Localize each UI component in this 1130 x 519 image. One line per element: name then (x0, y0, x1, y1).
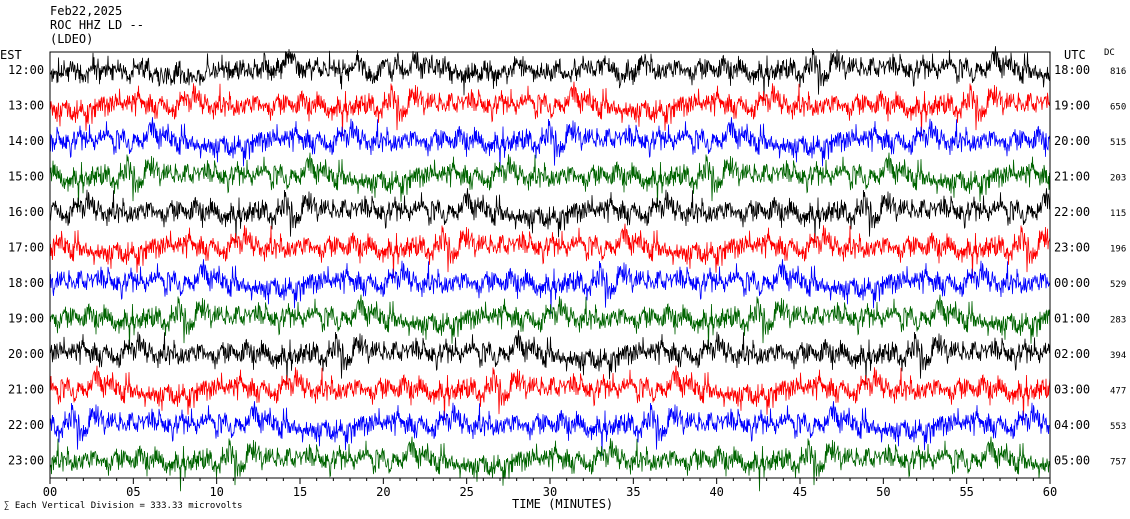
row-utc-label: 23:00 (1054, 240, 1090, 254)
row-utc-label: 22:00 (1054, 205, 1090, 219)
trace-row-1800 (49, 259, 1051, 314)
x-tick-label-55: 55 (959, 485, 973, 499)
row-est-label: 16:00 (8, 205, 44, 219)
row-dc-label: 115 (1110, 209, 1126, 219)
row-utc-label: 05:00 (1054, 453, 1090, 467)
x-tick-label-30: 30 (543, 485, 557, 499)
x-tick-label-15: 15 (293, 485, 307, 499)
footer-icon: ∑ (4, 501, 10, 511)
trace-row-1700 (49, 223, 1051, 279)
trace-row-2100 (49, 365, 1051, 421)
row-est-label: 23:00 (8, 453, 44, 467)
left-timezone-label: EST (0, 48, 22, 62)
dc-header: DC (1104, 48, 1115, 58)
row-utc-label: 03:00 (1054, 382, 1090, 396)
chart-network: (LDEO) (50, 32, 94, 46)
trace-row-1200 (49, 46, 1051, 101)
row-est-label: 21:00 (8, 382, 44, 396)
row-est-label: 19:00 (8, 311, 44, 325)
row-dc-label: 650 (1110, 102, 1126, 112)
row-est-label: 18:00 (8, 276, 44, 290)
trace-row-1900 (49, 294, 1051, 350)
row-dc-label: 515 (1110, 138, 1126, 148)
row-utc-label: 00:00 (1054, 276, 1090, 290)
row-utc-label: 04:00 (1054, 418, 1090, 432)
plot-frame (49, 51, 1051, 479)
x-tick-label-60: 60 (1043, 485, 1057, 499)
row-utc-label: 19:00 (1054, 98, 1090, 112)
row-est-label: 15:00 (8, 169, 44, 183)
trace-row-1300 (49, 81, 1051, 137)
row-dc-label: 196 (1110, 244, 1126, 254)
trace-row-2200 (49, 401, 1051, 456)
trace-row-2300 (49, 436, 1051, 492)
trace-row-1400 (49, 117, 1051, 172)
row-est-label: 12:00 (8, 63, 44, 77)
row-est-label: 13:00 (8, 98, 44, 112)
row-est-label: 17:00 (8, 240, 44, 254)
x-tick-label-45: 45 (793, 485, 807, 499)
x-tick-label-00: 00 (43, 485, 57, 499)
row-dc-label: 816 (1110, 67, 1126, 77)
row-dc-label: 553 (1110, 422, 1126, 432)
x-tick-label-50: 50 (876, 485, 890, 499)
chart-station: ROC HHZ LD -- (50, 18, 144, 32)
row-dc-label: 394 (1110, 351, 1126, 361)
trace-row-2000 (49, 330, 1051, 385)
x-tick-label-20: 20 (376, 485, 390, 499)
vertical-division-note: ∑ Each Vertical Division = 333.33 microv… (4, 501, 242, 511)
row-dc-label: 477 (1110, 386, 1126, 396)
right-timezone-label: UTC (1064, 48, 1086, 62)
x-tick-label-40: 40 (709, 485, 723, 499)
row-utc-label: 21:00 (1054, 169, 1090, 183)
x-tick-label-05: 05 (126, 485, 140, 499)
row-utc-label: 18:00 (1054, 63, 1090, 77)
row-utc-label: 01:00 (1054, 311, 1090, 325)
x-axis-label: TIME (MINUTES) (512, 497, 614, 511)
trace-row-1500 (49, 152, 1051, 208)
row-utc-label: 20:00 (1054, 134, 1090, 148)
row-dc-label: 283 (1110, 315, 1126, 325)
row-dc-label: 757 (1110, 457, 1126, 467)
trace-row-1600 (49, 188, 1051, 243)
row-dc-label: 529 (1110, 280, 1126, 290)
x-tick-label-10: 10 (209, 485, 223, 499)
footer-text: Each Vertical Division = 333.33 microvol… (14, 501, 243, 511)
x-tick-label-35: 35 (626, 485, 640, 499)
row-est-label: 14:00 (8, 134, 44, 148)
row-dc-label: 203 (1110, 173, 1126, 183)
x-tick-label-25: 25 (459, 485, 473, 499)
row-est-label: 20:00 (8, 347, 44, 361)
chart-date: Feb22,2025 (50, 4, 123, 18)
row-est-label: 22:00 (8, 418, 44, 432)
row-utc-label: 02:00 (1054, 347, 1090, 361)
